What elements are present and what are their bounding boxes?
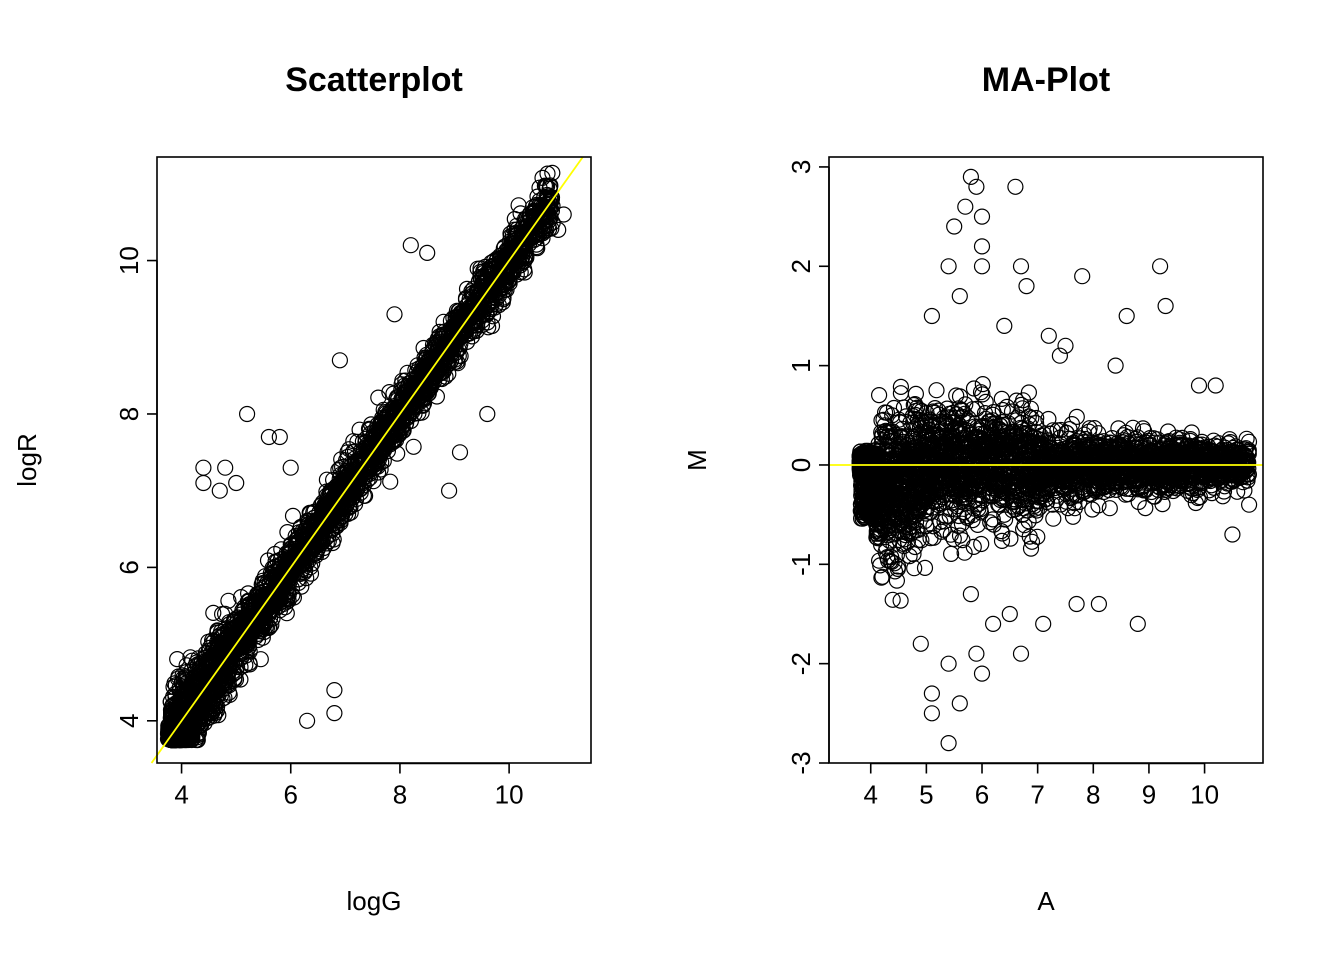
chart-title: Scatterplot <box>285 61 463 99</box>
data-point <box>331 352 348 369</box>
y-tick-label: 6 <box>114 560 144 574</box>
y-axis: 4 6 8 10 <box>114 246 158 728</box>
data-point <box>284 507 302 525</box>
data-point <box>330 478 347 495</box>
data-point <box>402 237 419 254</box>
data-point <box>239 405 256 423</box>
x-axis-label: logG <box>347 886 402 916</box>
data-point <box>211 482 228 499</box>
data-point <box>479 405 496 423</box>
x-tick-label: 6 <box>284 780 298 810</box>
x-tick-label: 10 <box>495 780 524 810</box>
data-point <box>293 578 310 595</box>
x-tick-label: 8 <box>393 780 407 810</box>
data-point <box>382 473 399 490</box>
data-point <box>195 474 212 492</box>
data-point <box>928 382 945 399</box>
y-tick-label: 8 <box>114 407 144 421</box>
data-point <box>403 401 421 418</box>
data-point <box>472 271 489 288</box>
data-point <box>282 459 299 476</box>
data-point <box>205 604 222 622</box>
point-layer <box>159 164 572 749</box>
data-point <box>386 433 403 450</box>
point-layer <box>851 168 1258 752</box>
data-point <box>299 712 316 729</box>
x-tick-label: 4 <box>174 780 188 810</box>
chart-title: MA-Plot <box>982 61 1110 99</box>
data-point <box>441 482 458 499</box>
data-point <box>385 385 402 402</box>
data-point <box>326 681 343 699</box>
data-point <box>405 438 422 455</box>
data-point <box>271 428 288 446</box>
data-point <box>228 474 245 492</box>
data-point <box>220 592 237 609</box>
data-point <box>537 177 555 195</box>
data-point <box>166 675 183 692</box>
data-point <box>544 164 561 181</box>
data-point <box>504 227 521 244</box>
identity-line <box>150 156 584 764</box>
y-tick-label: 10 <box>114 246 144 275</box>
y-axis-label: logR <box>12 433 42 486</box>
data-point <box>457 290 475 307</box>
data-point <box>510 197 527 214</box>
data-point <box>217 459 234 476</box>
data-point <box>419 244 436 261</box>
x-axis: 4 6 8 10 <box>174 762 524 810</box>
data-point <box>892 385 910 402</box>
y-tick-label: 4 <box>114 714 144 728</box>
data-point <box>214 605 231 623</box>
data-point <box>407 397 424 414</box>
data-point <box>386 306 403 323</box>
data-point <box>451 444 469 461</box>
data-point <box>195 459 212 476</box>
data-point <box>326 704 343 722</box>
data-point <box>363 416 380 433</box>
scatterplot-panel: Scatterplot 4 6 8 10 4 6 8 10 logG logR <box>12 61 592 916</box>
data-point <box>252 651 269 668</box>
